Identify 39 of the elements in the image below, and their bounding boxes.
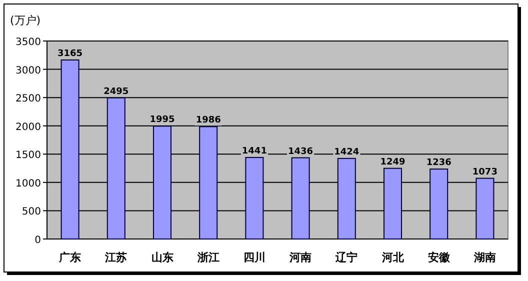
y-tick-label: 1000 xyxy=(16,178,41,190)
y-tick-label: 0 xyxy=(34,235,41,246)
y-tick-label: 2000 xyxy=(16,122,41,133)
x-tick-label: 河南 xyxy=(288,251,312,264)
bar xyxy=(152,126,172,240)
x-tick-label: 江苏 xyxy=(104,251,128,264)
bar xyxy=(106,97,126,240)
data-label: 1236 xyxy=(426,158,452,168)
bar xyxy=(383,168,402,240)
y-axis-title: (万户) xyxy=(10,14,41,27)
bar xyxy=(291,157,310,240)
x-tick-label: 山东 xyxy=(151,251,174,264)
bar xyxy=(337,158,356,240)
x-tick-label: 河北 xyxy=(380,251,405,264)
x-tick-label: 浙江 xyxy=(196,251,220,264)
bar xyxy=(199,126,218,240)
y-tick-label: 2500 xyxy=(16,94,41,105)
x-tick-label: 四川 xyxy=(243,251,266,264)
data-label: 1249 xyxy=(380,157,406,168)
bar xyxy=(245,156,264,240)
bar xyxy=(60,59,80,240)
data-label: 1436 xyxy=(288,146,314,157)
y-tick-label: 1500 xyxy=(16,150,41,162)
x-tick-label: 湖南 xyxy=(472,251,496,264)
data-label: 1073 xyxy=(472,167,498,178)
bar xyxy=(476,178,494,240)
data-label: 1986 xyxy=(196,116,221,126)
data-label: 1441 xyxy=(242,146,267,156)
y-tick-label: 3000 xyxy=(16,65,41,76)
x-tick-label: 辽宁 xyxy=(334,251,358,264)
x-tick-label: 广东 xyxy=(58,251,82,264)
data-label: 3165 xyxy=(58,48,83,59)
x-tick-label: 安徽 xyxy=(428,251,451,264)
data-label: 2495 xyxy=(104,86,129,97)
y-tick-label: 500 xyxy=(22,206,41,218)
bar xyxy=(430,168,448,240)
y-tick-label: 3500 xyxy=(16,37,41,48)
data-label: 1995 xyxy=(150,115,175,126)
data-label: 1424 xyxy=(334,147,360,158)
